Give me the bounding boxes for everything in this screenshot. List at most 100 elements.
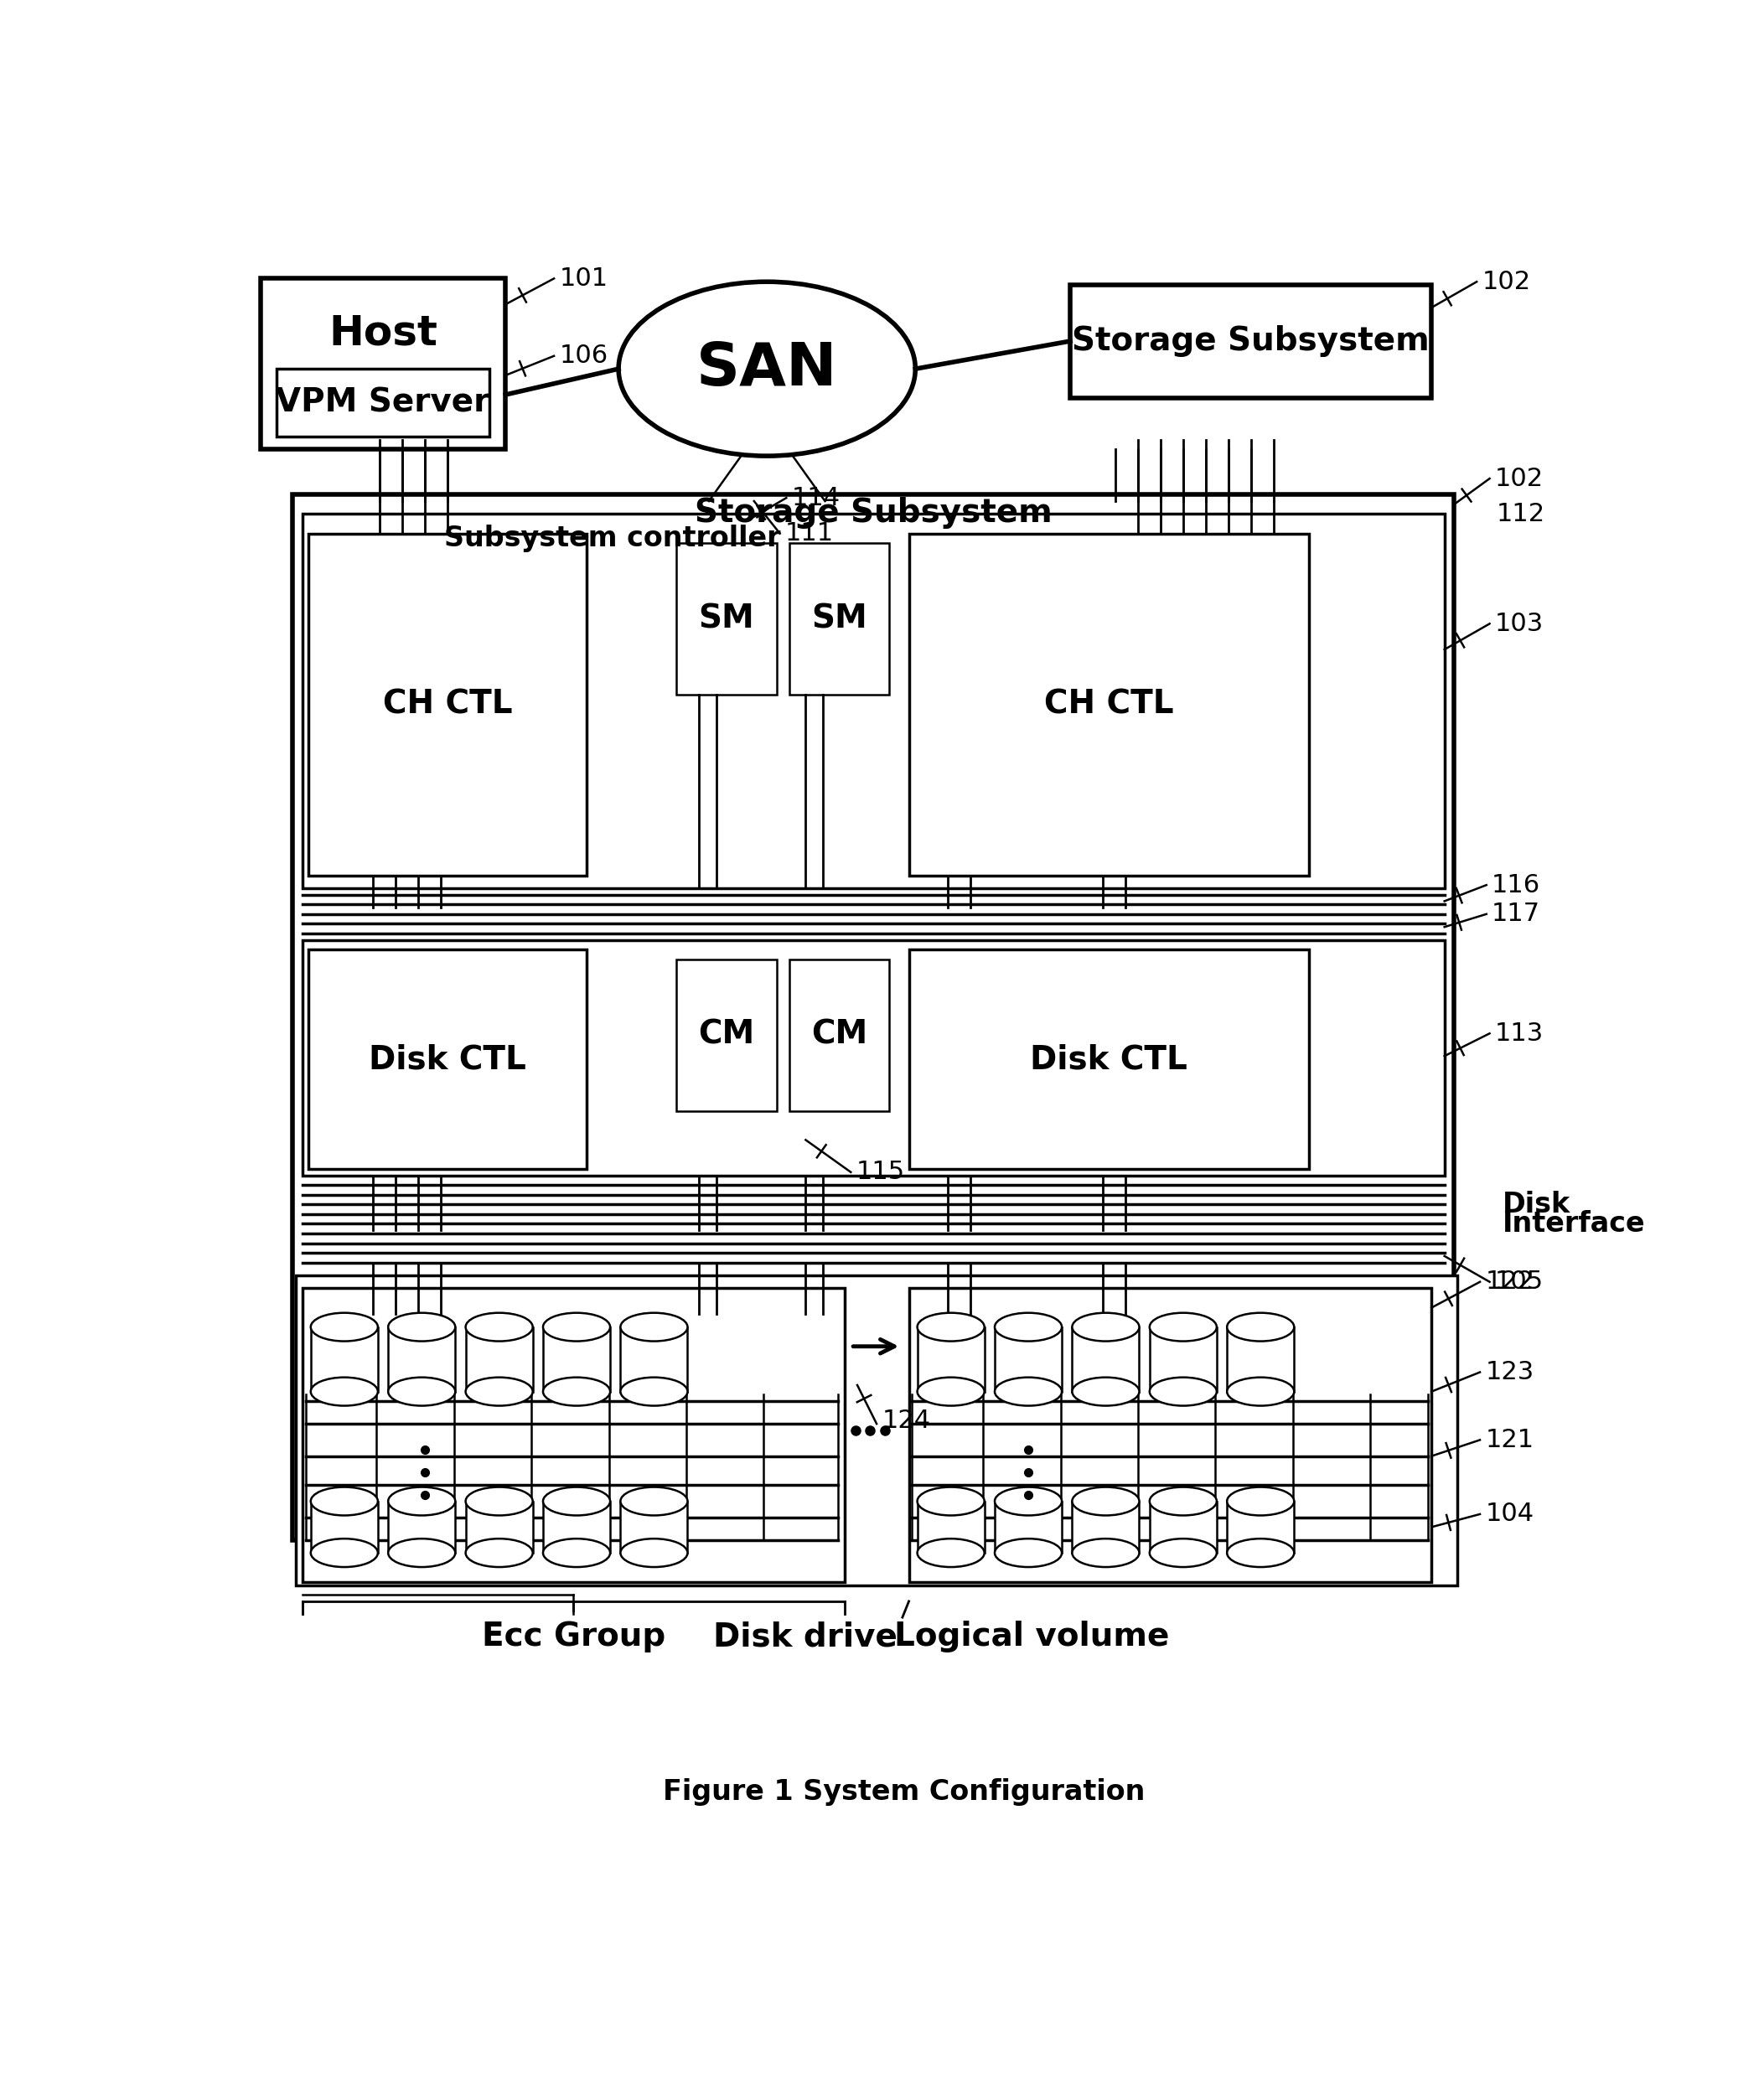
Text: Host: Host xyxy=(328,314,437,353)
Ellipse shape xyxy=(543,1538,610,1568)
Bar xyxy=(310,1326,377,1391)
Ellipse shape xyxy=(310,1312,377,1341)
Text: 104: 104 xyxy=(1485,1501,1535,1526)
Text: Storage Subsystem: Storage Subsystem xyxy=(695,497,1051,528)
Bar xyxy=(908,534,1309,875)
Bar xyxy=(293,495,1454,1541)
Bar xyxy=(543,1501,610,1553)
Ellipse shape xyxy=(621,1312,688,1341)
Ellipse shape xyxy=(1228,1312,1295,1341)
Text: 103: 103 xyxy=(1494,611,1544,636)
Text: Interface: Interface xyxy=(1503,1210,1646,1237)
Ellipse shape xyxy=(1073,1538,1140,1568)
Ellipse shape xyxy=(388,1486,455,1516)
Text: 112: 112 xyxy=(1496,501,1545,526)
Text: 114: 114 xyxy=(792,486,840,509)
Bar xyxy=(677,958,776,1110)
Ellipse shape xyxy=(995,1538,1062,1568)
Text: 105: 105 xyxy=(1494,1270,1544,1293)
Ellipse shape xyxy=(1150,1486,1217,1516)
Ellipse shape xyxy=(917,1312,984,1341)
Ellipse shape xyxy=(310,1486,377,1516)
Bar xyxy=(790,543,889,694)
Bar xyxy=(388,1326,455,1391)
Bar xyxy=(621,1326,688,1391)
Text: 102: 102 xyxy=(1494,466,1544,491)
Bar xyxy=(466,1501,533,1553)
Text: 115: 115 xyxy=(856,1160,905,1185)
Bar xyxy=(302,940,1445,1175)
Ellipse shape xyxy=(466,1378,533,1405)
Ellipse shape xyxy=(543,1378,610,1405)
Ellipse shape xyxy=(1150,1378,1217,1405)
Bar xyxy=(677,543,776,694)
Ellipse shape xyxy=(1073,1486,1140,1516)
Bar xyxy=(1071,285,1432,397)
Text: Storage Subsystem: Storage Subsystem xyxy=(1073,324,1429,358)
Text: 122: 122 xyxy=(1485,1270,1535,1293)
Bar xyxy=(261,279,506,449)
Text: Disk: Disk xyxy=(1503,1191,1570,1218)
Text: CM: CM xyxy=(699,1019,755,1050)
Bar xyxy=(388,1501,455,1553)
Text: 124: 124 xyxy=(882,1407,930,1432)
Bar xyxy=(1150,1326,1217,1391)
Bar xyxy=(466,1326,533,1391)
Ellipse shape xyxy=(995,1486,1062,1516)
Bar xyxy=(1228,1326,1295,1391)
Bar xyxy=(908,950,1309,1168)
Ellipse shape xyxy=(388,1538,455,1568)
Bar xyxy=(309,950,586,1168)
Ellipse shape xyxy=(1228,1378,1295,1405)
Bar xyxy=(917,1326,984,1391)
Bar xyxy=(1228,1501,1295,1553)
Ellipse shape xyxy=(621,1486,688,1516)
Text: CM: CM xyxy=(811,1019,868,1050)
Text: 101: 101 xyxy=(559,266,609,291)
Ellipse shape xyxy=(621,1538,688,1568)
Ellipse shape xyxy=(995,1378,1062,1405)
Text: Subsystem controller: Subsystem controller xyxy=(445,524,780,553)
Text: SM: SM xyxy=(699,603,755,634)
Ellipse shape xyxy=(1073,1312,1140,1341)
Bar xyxy=(302,1289,845,1582)
Text: 102: 102 xyxy=(1482,270,1531,293)
Text: CH CTL: CH CTL xyxy=(383,688,512,719)
Text: Disk CTL: Disk CTL xyxy=(369,1044,526,1075)
Text: Figure 1 System Configuration: Figure 1 System Configuration xyxy=(663,1778,1145,1805)
Text: 117: 117 xyxy=(1492,902,1540,927)
Ellipse shape xyxy=(917,1378,984,1405)
Ellipse shape xyxy=(995,1312,1062,1341)
Ellipse shape xyxy=(388,1378,455,1405)
Ellipse shape xyxy=(466,1538,533,1568)
Ellipse shape xyxy=(310,1378,377,1405)
Ellipse shape xyxy=(1073,1378,1140,1405)
Ellipse shape xyxy=(388,1312,455,1341)
Ellipse shape xyxy=(543,1312,610,1341)
Text: VPM Server: VPM Server xyxy=(275,387,490,418)
Text: Disk drive: Disk drive xyxy=(713,1622,898,1653)
Ellipse shape xyxy=(917,1538,984,1568)
Text: 111: 111 xyxy=(785,522,834,545)
Bar xyxy=(310,1501,377,1553)
Bar xyxy=(995,1501,1062,1553)
Ellipse shape xyxy=(466,1312,533,1341)
Text: SM: SM xyxy=(811,603,868,634)
Text: 116: 116 xyxy=(1492,873,1540,898)
Text: 113: 113 xyxy=(1494,1021,1544,1046)
Text: 123: 123 xyxy=(1485,1360,1535,1385)
Text: Disk CTL: Disk CTL xyxy=(1030,1044,1187,1075)
Bar xyxy=(908,1289,1432,1582)
Ellipse shape xyxy=(310,1538,377,1568)
Ellipse shape xyxy=(621,1378,688,1405)
Ellipse shape xyxy=(1150,1312,1217,1341)
Ellipse shape xyxy=(917,1486,984,1516)
Text: Ecc Group: Ecc Group xyxy=(482,1622,665,1653)
Ellipse shape xyxy=(543,1486,610,1516)
Text: 106: 106 xyxy=(559,343,609,368)
Ellipse shape xyxy=(1228,1538,1295,1568)
Bar xyxy=(790,958,889,1110)
Bar xyxy=(917,1501,984,1553)
Text: Logical volume: Logical volume xyxy=(894,1622,1170,1653)
Text: SAN: SAN xyxy=(697,341,838,397)
